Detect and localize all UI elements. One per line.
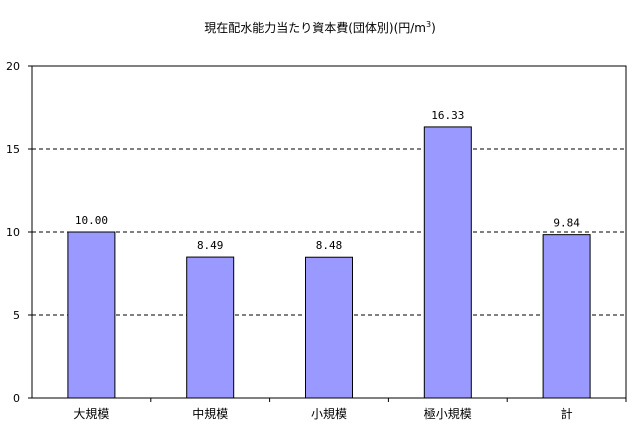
chart-title-main: 現在配水能力当たり資本費(団体別)(円/m: [204, 20, 426, 35]
x-tick-label: 中規模: [192, 406, 228, 421]
bar: [423, 126, 472, 399]
chart-title-suffix: ): [431, 21, 436, 35]
y-tick-label: 10: [6, 226, 20, 239]
data-labels: 10.00 8.49 8.48 16.33 9.84: [75, 109, 580, 252]
bars: [67, 126, 591, 399]
bar: [67, 231, 116, 399]
x-tick-label: 小規模: [311, 406, 347, 421]
data-label: 8.48: [316, 239, 343, 252]
x-tick-label: 計: [561, 406, 573, 421]
y-tick-label: 20: [6, 60, 20, 73]
y-tick-label: 15: [6, 143, 20, 156]
data-label: 16.33: [431, 109, 464, 122]
data-label: 8.49: [197, 239, 224, 252]
x-axis: 大規模 中規模 小規模 極小規模 計: [73, 398, 627, 421]
x-tick-label: 極小規模: [424, 406, 472, 421]
chart-title-superscript: 3: [426, 20, 431, 29]
bar: [305, 256, 353, 399]
chart-title: 現在配水能力当たり資本費(団体別)(円/m3): [204, 20, 436, 35]
y-tick-label: 5: [13, 309, 20, 322]
data-label: 10.00: [75, 214, 108, 227]
data-label: 9.84: [553, 217, 580, 230]
bar: [542, 234, 591, 399]
x-tick-label: 大規模: [73, 406, 109, 421]
y-axis: 0 5 10 15 20: [6, 60, 32, 405]
bar: [186, 256, 235, 399]
y-tick-label: 0: [13, 392, 20, 405]
